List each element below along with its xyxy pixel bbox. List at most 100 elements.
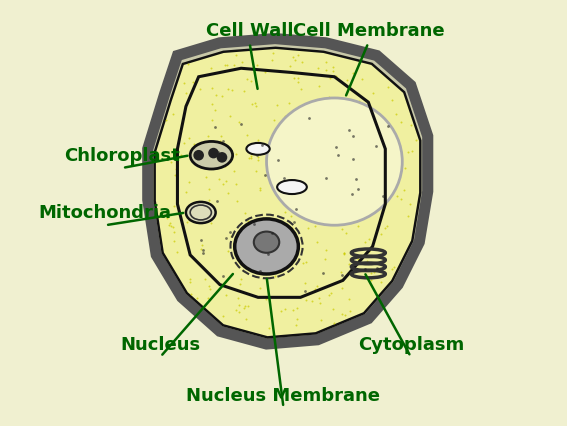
- Point: [382, 223, 391, 230]
- Point: [307, 190, 316, 197]
- Point: [365, 236, 374, 243]
- Point: [264, 250, 273, 257]
- Point: [231, 181, 240, 188]
- Point: [407, 148, 416, 155]
- Point: [268, 230, 277, 237]
- Point: [253, 137, 263, 144]
- Point: [272, 103, 281, 109]
- Polygon shape: [156, 50, 419, 337]
- Point: [302, 259, 311, 266]
- Point: [265, 325, 274, 332]
- Point: [333, 153, 342, 159]
- Point: [390, 264, 399, 271]
- Point: [340, 312, 349, 319]
- Ellipse shape: [277, 181, 307, 195]
- Point: [317, 317, 326, 324]
- Point: [243, 76, 252, 83]
- Point: [383, 173, 392, 180]
- Point: [400, 165, 409, 172]
- Point: [269, 118, 278, 124]
- Point: [397, 120, 406, 127]
- Point: [366, 104, 375, 110]
- Point: [172, 166, 181, 173]
- Point: [328, 184, 337, 191]
- Point: [229, 63, 238, 69]
- Point: [185, 276, 194, 283]
- Point: [201, 174, 210, 181]
- Point: [353, 256, 362, 263]
- Point: [179, 80, 188, 87]
- Point: [357, 76, 366, 83]
- Point: [185, 279, 194, 285]
- Point: [300, 288, 309, 295]
- Point: [313, 66, 322, 72]
- Point: [188, 79, 197, 86]
- Point: [292, 305, 301, 312]
- Point: [255, 232, 264, 239]
- Point: [341, 230, 350, 237]
- Point: [406, 123, 415, 130]
- Point: [288, 55, 297, 61]
- Point: [270, 260, 280, 267]
- Point: [328, 306, 337, 313]
- Point: [386, 131, 395, 138]
- Point: [196, 153, 205, 159]
- Point: [196, 237, 205, 244]
- Point: [286, 236, 295, 243]
- Point: [378, 168, 387, 175]
- Point: [260, 69, 269, 76]
- Point: [252, 236, 261, 243]
- Point: [259, 252, 268, 259]
- Point: [348, 133, 357, 140]
- Point: [357, 107, 366, 114]
- Point: [234, 295, 243, 302]
- Point: [370, 269, 379, 276]
- Point: [318, 270, 327, 277]
- Point: [298, 164, 307, 171]
- Point: [316, 300, 325, 307]
- Point: [242, 223, 251, 230]
- Point: [331, 74, 340, 81]
- Point: [324, 94, 333, 101]
- Point: [281, 113, 290, 120]
- Point: [372, 200, 381, 207]
- Point: [312, 239, 321, 245]
- Point: [222, 283, 231, 290]
- Point: [329, 68, 338, 75]
- Text: Nucleus: Nucleus: [120, 335, 201, 353]
- Point: [285, 101, 294, 108]
- Point: [324, 292, 333, 299]
- Point: [190, 141, 199, 148]
- Point: [359, 112, 368, 119]
- Point: [288, 306, 297, 313]
- Point: [167, 223, 176, 230]
- Point: [235, 119, 244, 126]
- Point: [184, 62, 193, 69]
- Point: [232, 307, 241, 314]
- Point: [361, 266, 370, 273]
- Ellipse shape: [266, 99, 402, 226]
- Point: [362, 148, 371, 155]
- Point: [336, 269, 345, 276]
- Point: [269, 141, 278, 148]
- Point: [305, 187, 314, 194]
- Point: [311, 223, 320, 230]
- Point: [208, 86, 217, 92]
- Ellipse shape: [247, 144, 270, 155]
- Point: [167, 159, 176, 166]
- Point: [208, 102, 217, 109]
- Point: [204, 186, 213, 193]
- Point: [223, 86, 232, 93]
- Point: [293, 208, 302, 215]
- Point: [333, 162, 342, 169]
- Point: [170, 238, 179, 245]
- Point: [269, 51, 278, 58]
- Point: [377, 279, 386, 285]
- Point: [243, 132, 252, 139]
- Point: [225, 155, 234, 162]
- Point: [388, 141, 397, 147]
- Point: [344, 261, 353, 268]
- Ellipse shape: [254, 232, 280, 253]
- Polygon shape: [156, 50, 419, 337]
- Point: [196, 246, 205, 253]
